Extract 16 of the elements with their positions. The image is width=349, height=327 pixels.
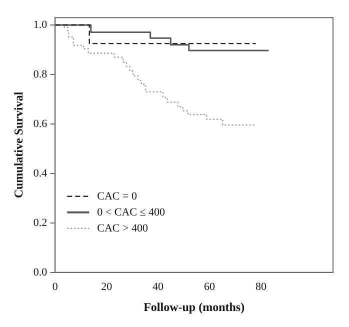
legend-label: CAC = 0	[97, 190, 138, 202]
x-tick-label: 0	[52, 280, 58, 293]
x-tick-label: 60	[204, 280, 216, 293]
y-tick-label: 0.0	[33, 266, 48, 278]
y-tick-label: 0.8	[33, 68, 48, 80]
y-tick-label: 0.6	[33, 118, 48, 130]
x-tick-label: 20	[101, 280, 113, 293]
legend-label: 0 < CAC ≤ 400	[97, 206, 166, 218]
legend-label: CAC > 400	[97, 222, 148, 234]
y-tick-label: 0.2	[33, 216, 48, 229]
x-tick-label: 80	[255, 280, 267, 293]
y-axis-title: Cumulative Survival	[11, 91, 26, 198]
y-tick-label: 1.0	[33, 18, 48, 31]
y-tick-label: 0.4	[33, 167, 48, 180]
x-tick-label: 40	[152, 280, 164, 293]
x-axis-title: Follow-up (months)	[144, 300, 245, 314]
